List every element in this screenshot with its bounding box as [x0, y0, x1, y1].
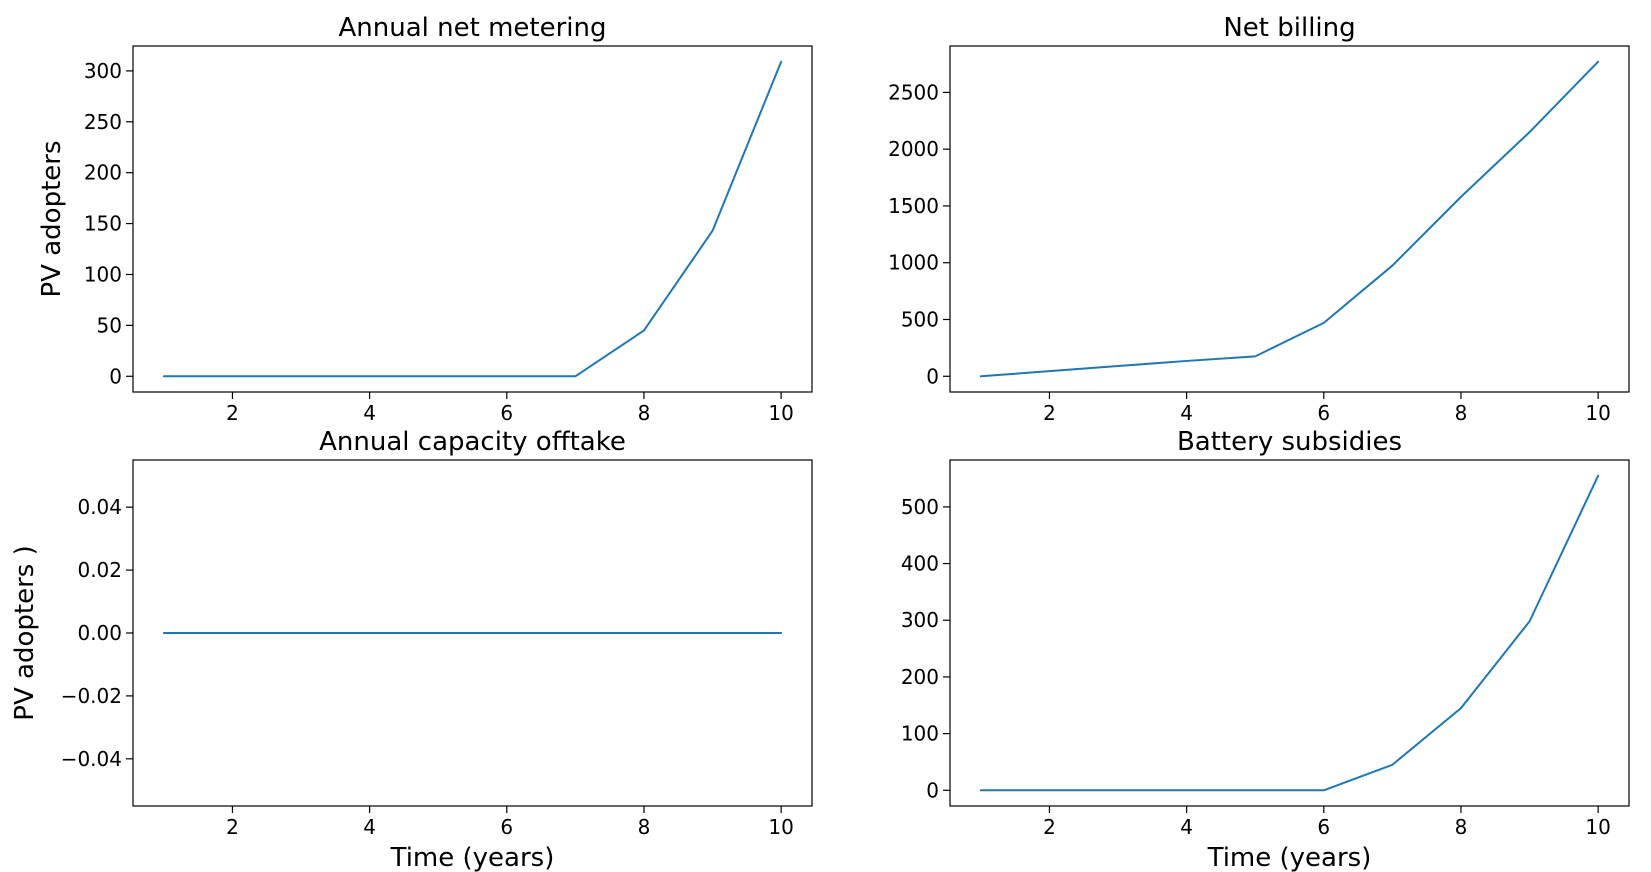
x-tick-label: 6 — [500, 401, 513, 425]
subplot-title: Battery subsidies — [1177, 427, 1402, 457]
x-tick-label: 8 — [1455, 815, 1468, 839]
y-tick-label: 100 — [901, 722, 939, 746]
y-tick-label: 500 — [901, 495, 939, 519]
x-tick-label: 2 — [1043, 815, 1056, 839]
axes-frame — [949, 45, 1630, 393]
y-tick-label: 0 — [109, 364, 122, 388]
x-tick-label: 4 — [1180, 815, 1193, 839]
y-tick-label: 0.00 — [77, 621, 122, 645]
x-tick-label: 10 — [1585, 401, 1610, 425]
axes-frame — [132, 45, 813, 393]
x-axis-label: Time (years) — [390, 843, 555, 872]
x-axis-label: Time (years) — [1207, 843, 1372, 872]
x-tick-label: 6 — [1317, 401, 1330, 425]
subplot-2: 2 4 6 8 10 0 500 1000 1500 2000 2500 Net billing — [888, 13, 1630, 425]
y-tick-label: −0.04 — [61, 747, 122, 771]
series-line — [162, 60, 783, 378]
x-tick-label: 6 — [1317, 815, 1330, 839]
subplot-3: 2 4 6 8 10 −0.04 −0.02 0.00 0.02 0.04 Annual capac… — [10, 427, 813, 872]
y-tick-label: 400 — [901, 552, 939, 576]
y-tick-label: 200 — [84, 161, 122, 185]
y-tick-label: 0.04 — [77, 495, 122, 519]
x-tick-label: 10 — [1585, 815, 1610, 839]
x-tick-label: 2 — [226, 401, 239, 425]
y-tick-label: 1500 — [888, 194, 939, 218]
y-tick-label: 2000 — [888, 137, 939, 161]
x-tick-label: 10 — [768, 401, 793, 425]
y-tick-label: 250 — [84, 110, 122, 134]
x-tick-label: 8 — [638, 401, 651, 425]
y-tick-label: 100 — [84, 262, 122, 286]
x-tick-label: 6 — [500, 815, 513, 839]
y-tick-label: −0.02 — [61, 684, 122, 708]
y-tick-label: 0 — [926, 778, 939, 802]
x-tick-label: 4 — [363, 401, 376, 425]
subplot-title: Net billing — [1223, 13, 1355, 43]
x-tick-label: 4 — [363, 815, 376, 839]
y-tick-label: 0.02 — [77, 558, 122, 582]
y-tick-label: 300 — [84, 59, 122, 83]
axes-frame — [949, 459, 1630, 807]
x-tick-label: 2 — [1043, 401, 1056, 425]
y-tick-label: 2500 — [888, 80, 939, 104]
x-tick-label: 8 — [638, 815, 651, 839]
x-tick-label: 10 — [768, 815, 793, 839]
y-tick-label: 0 — [926, 364, 939, 388]
y-tick-label: 200 — [901, 665, 939, 689]
y-tick-label: 50 — [97, 313, 122, 337]
y-axis-label: PV adopters ) — [10, 545, 40, 720]
series-line — [979, 474, 1600, 792]
x-tick-label: 8 — [1455, 401, 1468, 425]
y-tick-label: 150 — [84, 212, 122, 236]
x-tick-label: 2 — [226, 815, 239, 839]
y-tick-label: 300 — [901, 608, 939, 632]
x-tick-label: 4 — [1180, 401, 1193, 425]
y-tick-label: 1000 — [888, 251, 939, 275]
subplot-title: Annual net metering — [339, 13, 607, 43]
y-tick-label: 500 — [901, 307, 939, 331]
y-axis-label: PV adopters — [37, 140, 67, 297]
series-line — [979, 60, 1600, 378]
subplot-title: Annual capacity offtake — [319, 427, 626, 457]
